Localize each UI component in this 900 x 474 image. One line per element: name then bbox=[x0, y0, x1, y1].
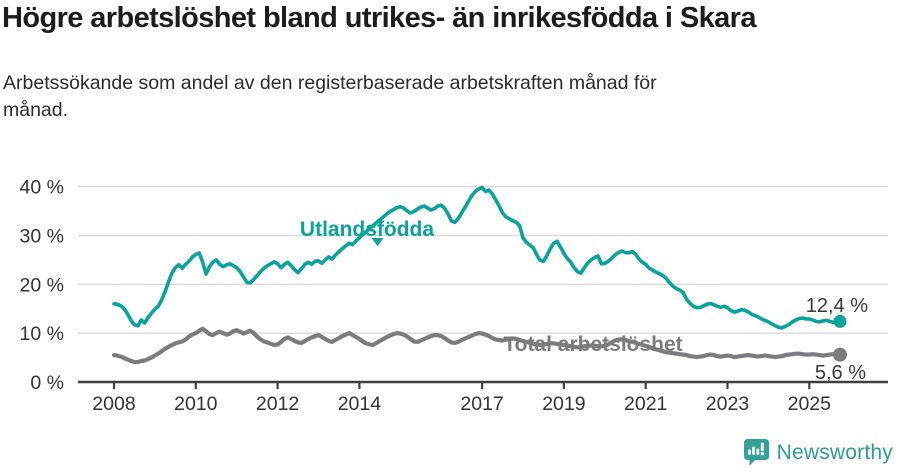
x-tick-label: 2010 bbox=[174, 393, 218, 415]
y-tick-label: 10 % bbox=[20, 323, 64, 345]
series-end-value-label: 5,6 % bbox=[815, 362, 866, 384]
page-title: Högre arbetslöshet bland utrikes- än inr… bbox=[2, 2, 756, 34]
series-end-dot-utlandsf-dda bbox=[833, 314, 847, 328]
series-name-label-utlandsf-dda: Utlandsfödda bbox=[300, 218, 434, 241]
y-tick-label: 40 % bbox=[20, 177, 64, 199]
y-tick-label: 20 % bbox=[20, 274, 64, 296]
x-tick-label: 2017 bbox=[460, 393, 503, 415]
newsworthy-wordmark: Newsworthy bbox=[776, 441, 893, 464]
series-end-value-label: 12,4 % bbox=[806, 295, 868, 317]
x-tick-label: 2008 bbox=[92, 393, 135, 415]
x-tick-label: 2012 bbox=[256, 393, 299, 415]
series-end-dot-total-arbetsl-shet bbox=[832, 347, 847, 362]
newsworthy-logo-icon bbox=[743, 439, 769, 466]
series-name-label-total-arbetsl-shet: Total arbetslöshet bbox=[503, 333, 682, 356]
series-line-total-arbetsl-shet bbox=[111, 326, 843, 365]
x-tick-label: 2019 bbox=[542, 393, 585, 415]
series-line-utlandsf-dda bbox=[112, 185, 842, 330]
x-tick-label: 2021 bbox=[624, 393, 667, 415]
page-subtitle: Arbetssökande som andel av den registerb… bbox=[3, 72, 657, 121]
x-tick-label: 2025 bbox=[788, 393, 832, 415]
x-tick-label: 2014 bbox=[338, 393, 382, 415]
x-tick-label: 2023 bbox=[706, 393, 749, 415]
arrow-down-icon bbox=[371, 238, 384, 246]
y-tick-label: 0 % bbox=[30, 372, 64, 394]
y-tick-label: 30 % bbox=[20, 225, 64, 247]
newsworthy-attribution-link[interactable]: Newsworthy bbox=[743, 438, 893, 468]
